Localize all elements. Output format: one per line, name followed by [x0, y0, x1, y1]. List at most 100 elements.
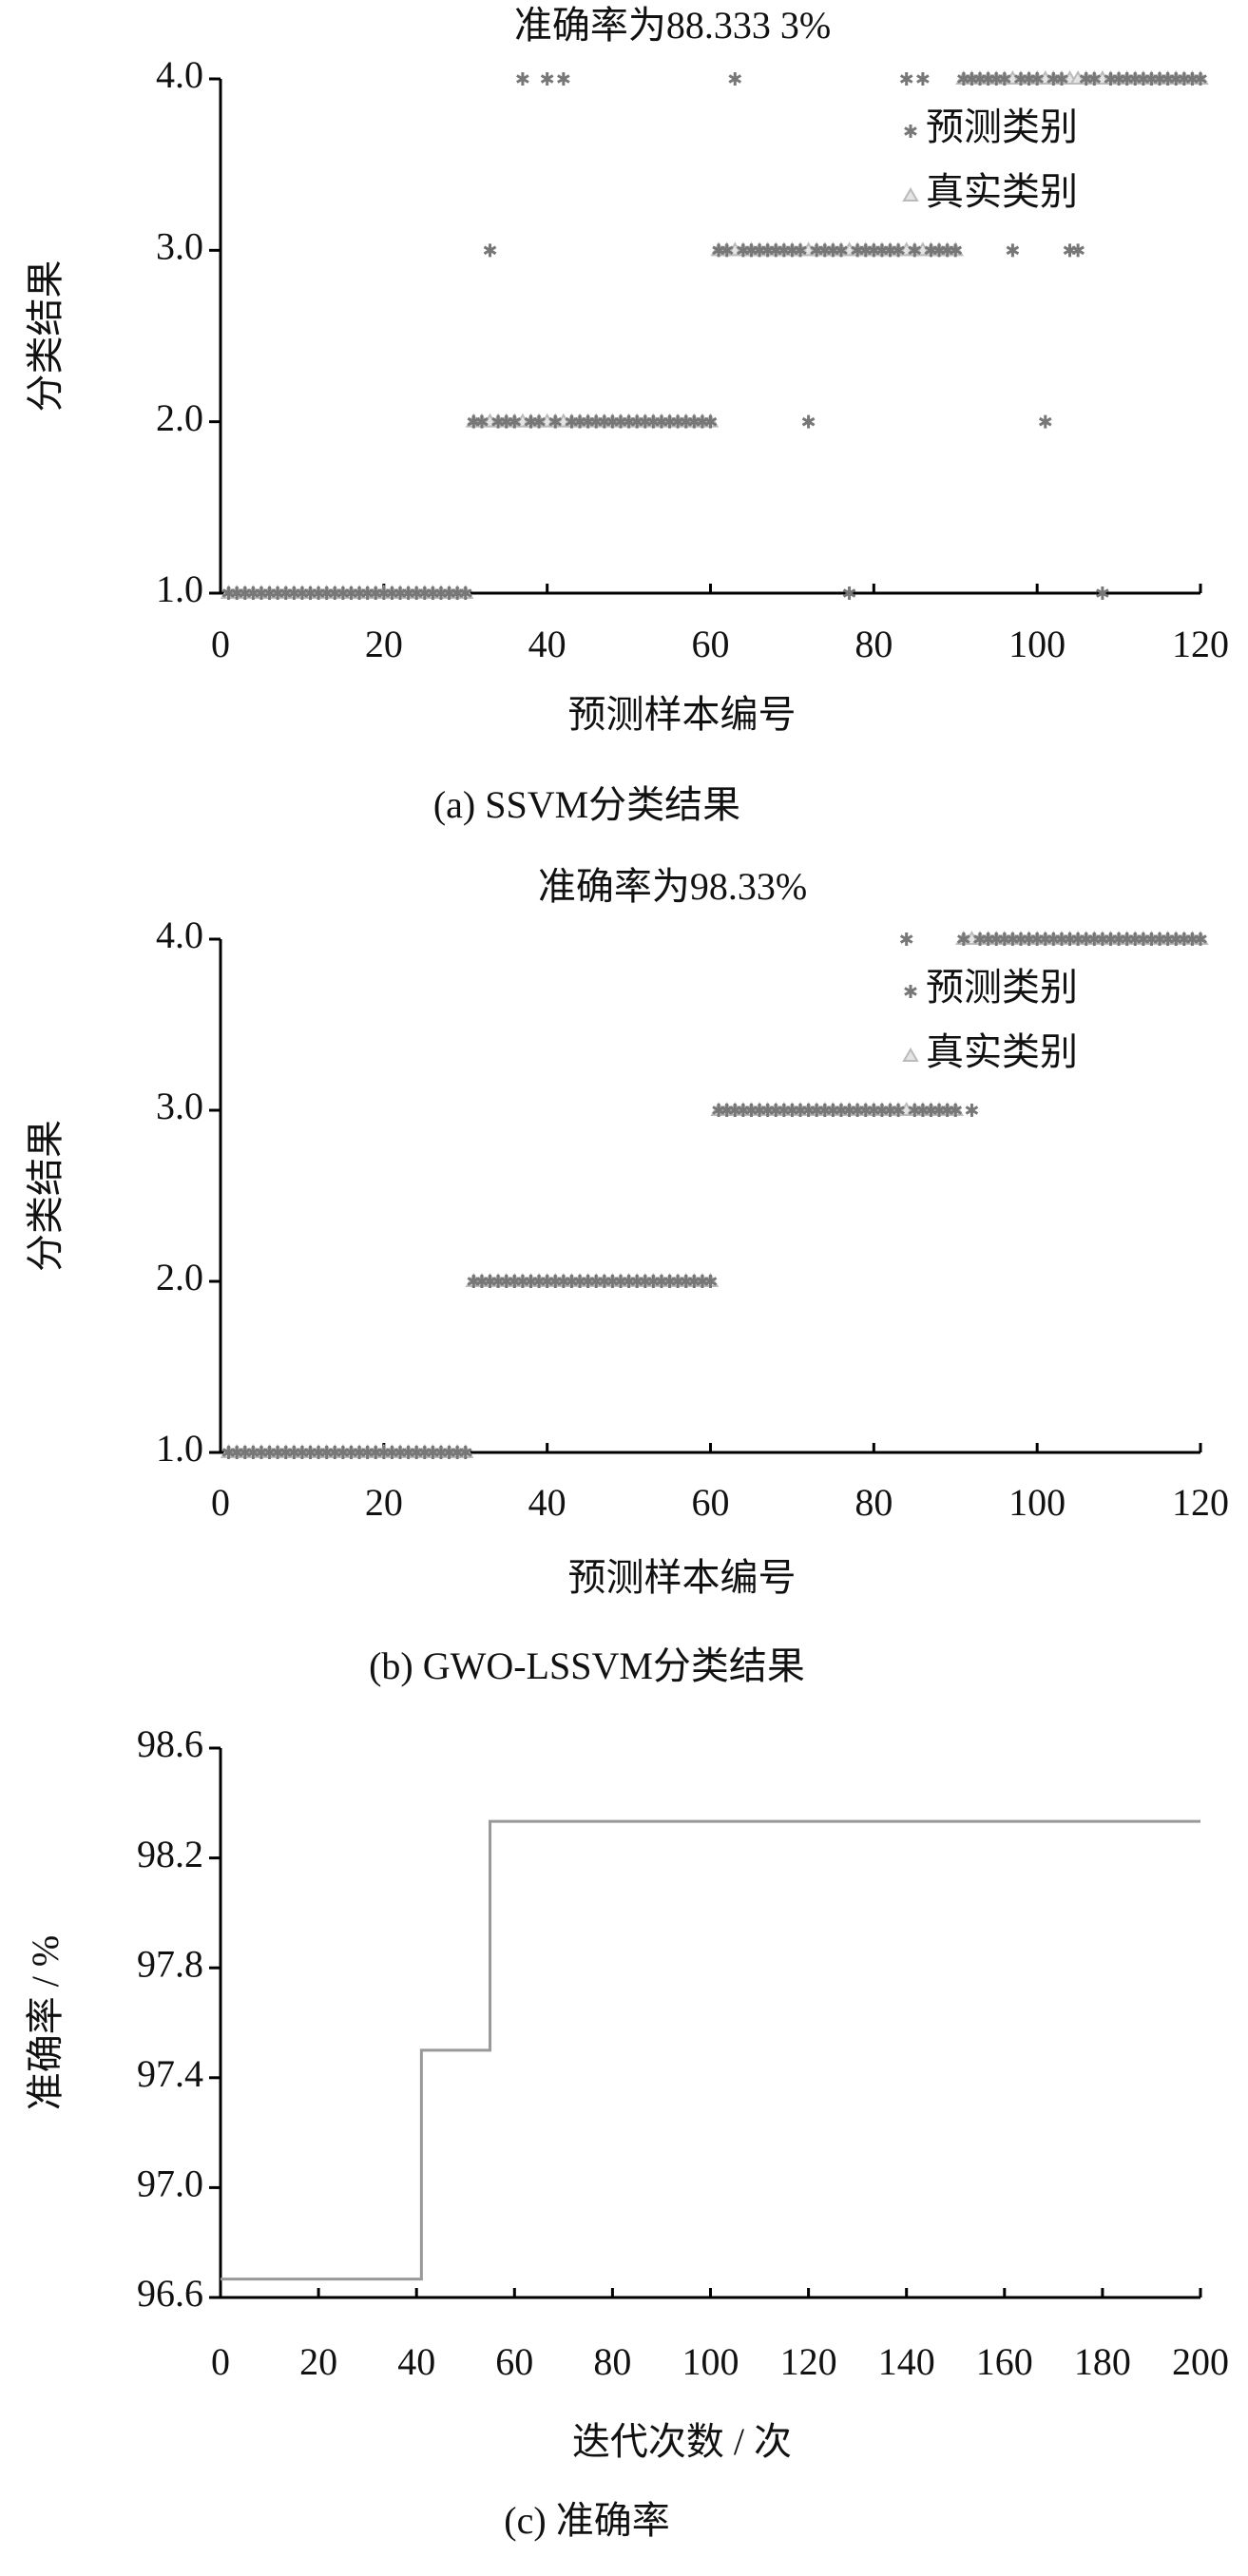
data-point	[916, 72, 930, 86]
x-tick-label: 40	[397, 2340, 435, 2383]
data-point	[908, 243, 922, 258]
data-point	[1055, 72, 1068, 86]
x-tick-label: 120	[780, 2340, 837, 2383]
data-point	[458, 586, 472, 600]
y-tick-label: 3.0	[156, 225, 203, 268]
y-tick-label: 1.0	[156, 567, 203, 610]
legend-label: 预测类别	[926, 106, 1078, 148]
y-tick-label: 98.6	[137, 1722, 203, 1765]
data-point	[728, 72, 742, 86]
x-tick-label: 0	[211, 623, 230, 665]
y-tick-label: 1.0	[156, 1427, 203, 1470]
x-tick-label: 60	[692, 1481, 730, 1524]
y-tick-label: 97.8	[137, 1942, 203, 1985]
data-point	[532, 414, 546, 429]
x-tick-label: 0	[211, 2340, 230, 2383]
legend-marker	[902, 187, 919, 202]
x-tick-label: 200	[1172, 2340, 1229, 2383]
data-point	[475, 414, 489, 429]
data-point	[703, 1275, 718, 1288]
data-point	[1030, 72, 1044, 86]
x-tick-label: 80	[593, 2340, 631, 2383]
caption: (c) 准确率	[504, 2499, 669, 2542]
x-tick-label: 20	[299, 2340, 337, 2383]
data-point	[1071, 243, 1085, 258]
x-tick-label: 40	[528, 623, 566, 665]
data-point	[1006, 243, 1020, 258]
legend-label: 真实类别	[926, 170, 1078, 213]
x-tick-label: 20	[365, 623, 403, 665]
data-point	[1096, 586, 1109, 600]
legend-label: 真实类别	[926, 1030, 1078, 1073]
data-point	[949, 1104, 963, 1117]
chart-title: 准确率为88.333 3%	[514, 4, 831, 47]
data-point	[1194, 72, 1207, 86]
data-point	[1063, 243, 1077, 258]
x-tick-label: 80	[854, 623, 893, 665]
x-axis-label: 预测样本编号	[568, 1556, 797, 1599]
data-point	[557, 72, 570, 86]
data-point	[949, 243, 963, 258]
y-axis-label: 分类结果	[24, 1120, 67, 1272]
data-point	[899, 72, 913, 86]
data-point	[483, 243, 497, 258]
data-point	[703, 414, 718, 429]
x-tick-label: 180	[1074, 2340, 1131, 2383]
data-line	[221, 1819, 1200, 2281]
x-tick-label: 120	[1172, 1481, 1229, 1524]
data-point	[548, 414, 563, 429]
y-tick-label: 98.2	[137, 1833, 203, 1875]
legend-marker	[904, 125, 917, 138]
x-tick-label: 60	[495, 2340, 533, 2383]
x-tick-label: 100	[682, 2340, 739, 2383]
y-tick-label: 97.4	[137, 2052, 203, 2095]
data-point	[720, 243, 734, 258]
data-point	[516, 72, 529, 86]
x-tick-label: 140	[878, 2340, 935, 2383]
data-point	[835, 243, 848, 258]
y-axis-label: 准确率 / %	[24, 1935, 67, 2110]
x-tick-label: 80	[854, 1481, 893, 1524]
x-axis-label: 迭代次数 / 次	[572, 2420, 792, 2463]
x-tick-label: 120	[1172, 623, 1229, 665]
data-point	[1194, 932, 1207, 946]
x-tick-label: 100	[1008, 1481, 1066, 1524]
legend-marker	[902, 1048, 919, 1062]
data-point	[899, 932, 913, 946]
data-point	[794, 243, 807, 258]
y-tick-label: 2.0	[156, 1256, 203, 1298]
y-axis-label: 分类结果	[24, 260, 67, 413]
chart-title: 准确率为98.33%	[538, 865, 807, 908]
x-tick-label: 160	[976, 2340, 1033, 2383]
y-tick-label: 2.0	[156, 396, 203, 439]
data-point	[1087, 72, 1102, 86]
caption: (b) GWO-LSSVM分类结果	[369, 1644, 805, 1687]
data-point	[957, 932, 970, 946]
y-tick-label: 4.0	[156, 53, 203, 96]
x-tick-label: 40	[528, 1481, 566, 1524]
x-tick-label: 60	[692, 623, 730, 665]
data-point	[801, 414, 816, 429]
y-tick-label: 97.0	[137, 2163, 203, 2205]
legend-marker	[904, 985, 917, 998]
legend-label: 预测类别	[926, 966, 1078, 1009]
data-point	[965, 1104, 979, 1117]
x-tick-label: 100	[1008, 623, 1066, 665]
x-axis-label: 预测样本编号	[568, 693, 797, 736]
data-point	[997, 72, 1011, 86]
data-point	[842, 586, 856, 600]
x-tick-label: 20	[365, 1481, 403, 1524]
caption: (a) SSVM分类结果	[433, 783, 740, 826]
data-point	[458, 1446, 472, 1459]
y-tick-label: 96.6	[137, 2272, 203, 2315]
data-point	[540, 72, 554, 86]
y-tick-label: 4.0	[156, 913, 203, 956]
data-point	[508, 414, 522, 429]
x-tick-label: 0	[211, 1481, 230, 1524]
data-point	[1038, 414, 1052, 429]
y-tick-label: 3.0	[156, 1085, 203, 1127]
data-point	[892, 1104, 905, 1117]
data-point	[892, 243, 905, 258]
